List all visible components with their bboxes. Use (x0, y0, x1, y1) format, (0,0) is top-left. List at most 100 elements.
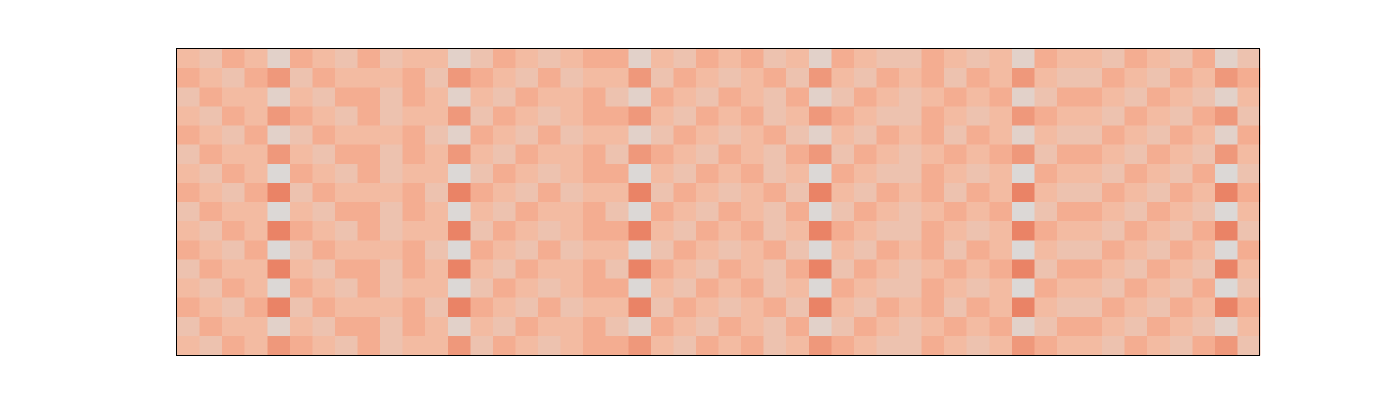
heatmap-cell (312, 87, 336, 107)
heatmap-cell (1034, 278, 1058, 299)
plot-frame (176, 48, 1260, 356)
heatmap-cell (289, 87, 313, 107)
heatmap-cell (944, 259, 968, 279)
heatmap-cell (583, 106, 607, 126)
heatmap-cell (177, 182, 201, 203)
heatmap-cell (1147, 125, 1171, 146)
heatmap-cell (1102, 125, 1126, 146)
heatmap-cell (334, 316, 358, 337)
heatmap-cell (334, 49, 358, 69)
heatmap-cell (786, 335, 810, 356)
heatmap-cell (470, 202, 494, 222)
heatmap-cell (289, 259, 313, 279)
heatmap-cell (966, 163, 990, 184)
heatmap-cell (786, 297, 810, 318)
heatmap-cell (1124, 202, 1148, 222)
heatmap-cell (560, 335, 584, 356)
heatmap-cell (583, 49, 607, 69)
heatmap-cell (1237, 202, 1261, 222)
heatmap-cell (1169, 49, 1193, 69)
heatmap-cell (470, 335, 494, 356)
heatmap-cell (1192, 240, 1216, 260)
heatmap-cell (718, 259, 742, 279)
heatmap-cell (628, 49, 652, 69)
heatmap-cell (470, 221, 494, 241)
heatmap-cell (267, 87, 291, 107)
heatmap-cell (312, 335, 336, 356)
heatmap-cell (1192, 125, 1216, 146)
heatmap-cell (1169, 240, 1193, 260)
heatmap-cell (244, 240, 268, 260)
heatmap-cell (1102, 49, 1126, 69)
heatmap-cell (989, 297, 1013, 318)
heatmap-cell (560, 125, 584, 146)
heatmap-cell (899, 68, 923, 88)
heatmap-cell (989, 182, 1013, 203)
heatmap-cell (853, 87, 877, 107)
heatmap-cell (560, 144, 584, 165)
heatmap-cell (1102, 144, 1126, 165)
heatmap-cell (808, 144, 832, 165)
heatmap-cell (763, 297, 787, 318)
heatmap-cell (695, 259, 719, 279)
heatmap-cell (538, 144, 562, 165)
heatmap-cell (921, 68, 945, 88)
heatmap-cell (831, 182, 855, 203)
heatmap-cell (244, 49, 268, 69)
heatmap-cell (244, 259, 268, 279)
heatmap-cell (853, 335, 877, 356)
heatmap-cell (1214, 202, 1238, 222)
heatmap-cell (944, 335, 968, 356)
heatmap-cell (899, 182, 923, 203)
heatmap-cell (808, 182, 832, 203)
heatmap-cell (966, 202, 990, 222)
heatmap-cell (357, 221, 381, 241)
heatmap-cell (244, 125, 268, 146)
heatmap-cell (1011, 144, 1035, 165)
heatmap-cell (786, 49, 810, 69)
heatmap-cell (425, 49, 449, 69)
heatmap-cell (741, 144, 765, 165)
heatmap-cell (786, 221, 810, 241)
heatmap-cell (921, 163, 945, 184)
heatmap-cell (1237, 278, 1261, 299)
heatmap-cell (492, 144, 516, 165)
heatmap-cell (1147, 87, 1171, 107)
heatmap-cell (1079, 259, 1103, 279)
heatmap-cell (673, 68, 697, 88)
heatmap-cell (718, 240, 742, 260)
heatmap-cell (831, 49, 855, 69)
heatmap-cell (673, 163, 697, 184)
heatmap-cell (989, 68, 1013, 88)
heatmap-cell (786, 68, 810, 88)
heatmap-cell (538, 240, 562, 260)
heatmap-cell (402, 221, 426, 241)
heatmap-cell (650, 316, 674, 337)
heatmap-cell (492, 182, 516, 203)
heatmap-cell (267, 106, 291, 126)
heatmap-cell (177, 163, 201, 184)
heatmap-cell (966, 221, 990, 241)
heatmap-cell (515, 259, 539, 279)
heatmap-cell (763, 316, 787, 337)
heatmap-cell (425, 202, 449, 222)
heatmap-cell (1079, 221, 1103, 241)
heatmap-cell (177, 316, 201, 337)
heatmap-cell (853, 163, 877, 184)
heatmap-cell (222, 240, 246, 260)
heatmap-cell (1192, 144, 1216, 165)
heatmap-cell (380, 259, 404, 279)
heatmap-cell (605, 87, 629, 107)
heatmap-cell (222, 202, 246, 222)
heatmap-cell (492, 297, 516, 318)
heatmap-cell (1079, 68, 1103, 88)
heatmap-cell (628, 182, 652, 203)
heatmap-cell (944, 144, 968, 165)
heatmap-cell (1056, 259, 1080, 279)
heatmap-cell (538, 278, 562, 299)
heatmap-cell (1169, 316, 1193, 337)
heatmap-cell (177, 221, 201, 241)
heatmap-cell (741, 221, 765, 241)
heatmap-cell (244, 316, 268, 337)
heatmap-cell (786, 278, 810, 299)
